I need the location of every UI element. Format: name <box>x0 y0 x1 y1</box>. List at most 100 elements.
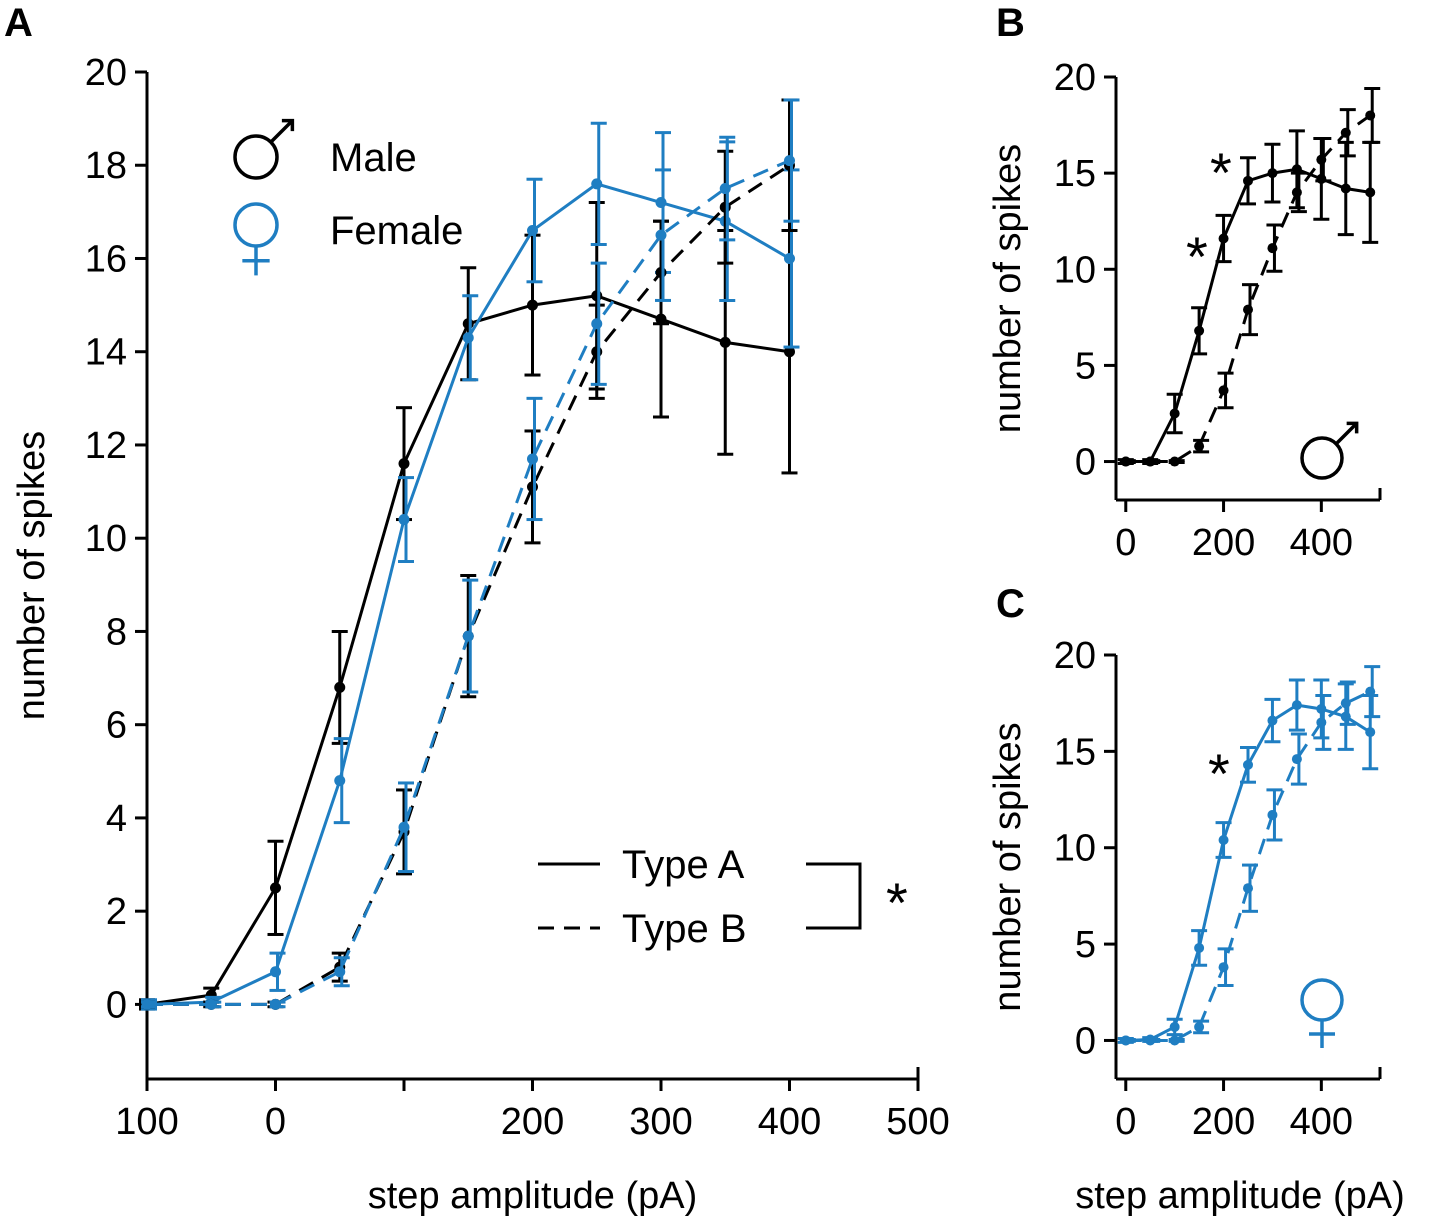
data-point <box>1145 456 1156 467</box>
data-point <box>784 155 795 167</box>
data-point <box>1194 942 1205 953</box>
data-point <box>1365 110 1376 121</box>
x-tick-label: 100 <box>115 1101 178 1143</box>
data-point <box>1316 154 1327 165</box>
data-point <box>591 318 603 330</box>
data-point <box>527 453 538 465</box>
male-symbol <box>233 118 295 180</box>
data-point <box>1340 183 1351 194</box>
significance-star: * <box>1208 742 1230 805</box>
panel-letter-c: C <box>996 582 1025 626</box>
data-point <box>1120 1035 1131 1046</box>
data-point <box>1145 1035 1156 1046</box>
data-point <box>462 318 474 330</box>
y-tick-label: 10 <box>1054 828 1096 870</box>
data-point <box>1243 304 1253 315</box>
series-female-type-b <box>1119 665 1381 1046</box>
y-tick-label: 16 <box>85 238 127 280</box>
x-tick-label: 500 <box>886 1101 949 1143</box>
y-tick-label: 5 <box>1075 924 1096 966</box>
y-tick-label: 2 <box>106 891 127 933</box>
y-tick-label: 10 <box>85 518 127 560</box>
data-point <box>1365 686 1376 697</box>
data-point <box>1169 1021 1180 1032</box>
data-point <box>141 998 153 1010</box>
data-point <box>1243 883 1253 894</box>
data-point <box>1169 456 1180 467</box>
y-axis-title: number of spikes <box>11 431 53 720</box>
series-line <box>1125 690 1371 1042</box>
data-point <box>334 966 346 978</box>
female-symbol <box>233 202 279 276</box>
data-point <box>462 332 474 344</box>
y-tick-label: 8 <box>106 611 127 653</box>
data-point <box>1169 408 1180 419</box>
data-point <box>334 775 346 787</box>
x-tick-label: 200 <box>501 1101 564 1143</box>
y-tick-label: 10 <box>1054 249 1096 291</box>
data-point <box>719 336 731 348</box>
legend-type: Type A Type B * <box>538 843 908 951</box>
data-point <box>1340 127 1351 138</box>
series-male-type-a <box>1117 129 1379 467</box>
data-point <box>655 229 667 241</box>
x-tick-label: 0 <box>265 1101 286 1143</box>
y-tick-label: 14 <box>85 332 127 374</box>
y-tick-label: 18 <box>85 145 127 187</box>
data-point <box>1291 187 1302 198</box>
data-point <box>527 299 538 311</box>
data-point <box>784 252 795 264</box>
x-tick-label: 400 <box>1290 522 1353 564</box>
data-point <box>1218 233 1229 244</box>
data-point <box>270 966 281 978</box>
panel-letter-b: B <box>996 1 1025 45</box>
data-point <box>462 630 474 642</box>
y-tick-label: 0 <box>106 984 127 1026</box>
data-point <box>398 514 410 526</box>
data-point <box>398 458 410 470</box>
significance-star: * <box>886 871 908 934</box>
data-point <box>270 998 281 1010</box>
data-point <box>1243 759 1253 770</box>
data-point <box>1291 754 1302 765</box>
data-point <box>1365 187 1376 198</box>
panel-a: A 0 2 4 6 8 10 12 14 16 18 20 100 0 200 300 400 500 step a… <box>4 1 950 1217</box>
data-point <box>1120 456 1131 467</box>
panel-letter-a: A <box>4 1 33 45</box>
y-tick-label: 20 <box>1054 635 1096 677</box>
data-point <box>398 821 410 833</box>
y-axis-title: number of spikes <box>987 144 1029 433</box>
y-tick-label: 0 <box>1075 442 1096 484</box>
data-point <box>270 882 281 894</box>
data-point <box>527 481 538 493</box>
y-tick-label: 15 <box>1054 731 1096 773</box>
series-male-type-b <box>1119 87 1381 467</box>
data-point <box>205 998 217 1010</box>
data-point <box>591 346 603 358</box>
data-point <box>1365 727 1376 738</box>
data-point <box>591 178 603 190</box>
data-point <box>655 266 667 278</box>
female-symbol <box>1300 978 1344 1048</box>
data-point <box>1267 243 1278 254</box>
data-point <box>334 681 346 693</box>
y-tick-label: 12 <box>85 425 127 467</box>
data-point <box>1218 962 1229 973</box>
data-point <box>1194 325 1205 336</box>
x-axis-title: step amplitude (pA) <box>368 1175 698 1217</box>
x-tick-label: 200 <box>1192 522 1255 564</box>
legend-male-label: Male <box>330 136 417 180</box>
data-point <box>1267 809 1278 820</box>
data-point <box>1340 698 1351 709</box>
y-tick-label: 20 <box>85 52 127 94</box>
legend-type-a-label: Type A <box>622 843 745 887</box>
data-point <box>1316 717 1327 728</box>
y-tick-label: 0 <box>1075 1020 1096 1062</box>
data-point <box>1218 385 1229 396</box>
data-point <box>655 197 667 209</box>
x-tick-label: 400 <box>1290 1101 1353 1143</box>
data-point <box>1169 1035 1180 1046</box>
